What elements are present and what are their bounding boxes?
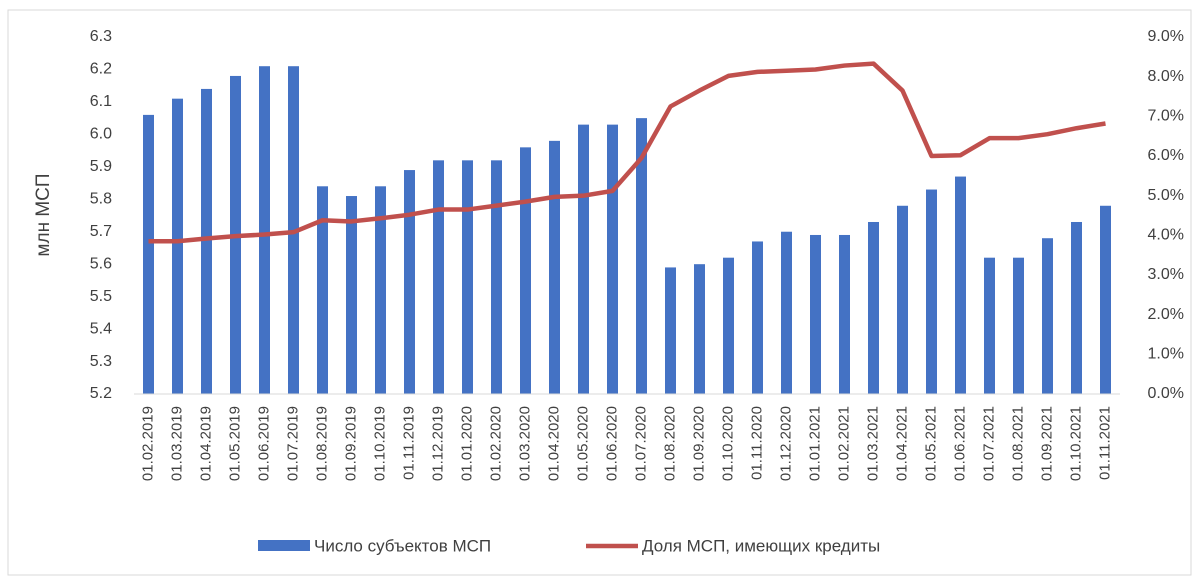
x-tick-label: 01.05.2019: [226, 406, 243, 481]
x-tick-label: 01.03.2021: [864, 406, 881, 481]
bar: [1042, 238, 1053, 394]
x-tick-label: 01.10.2019: [371, 406, 388, 481]
legend-label: Доля МСП, имеющих кредиты: [642, 536, 880, 555]
bar: [839, 234, 850, 394]
bar: [491, 160, 502, 394]
y-tick-label: 5.8: [90, 190, 112, 207]
x-tick-label: 01.11.2021: [1096, 406, 1113, 480]
bar: [433, 160, 444, 394]
x-tick-label: 01.05.2021: [922, 406, 939, 481]
x-tick-label: 01.04.2020: [545, 406, 562, 481]
bar: [1013, 257, 1024, 394]
y-tick-label: 5.3: [90, 353, 112, 370]
x-tick-label: 01.08.2020: [661, 406, 678, 481]
x-tick-label: 01.12.2020: [777, 406, 794, 481]
x-tick-label: 01.03.2020: [516, 406, 533, 481]
bar: [462, 160, 473, 394]
x-tick-label: 01.09.2019: [342, 406, 359, 481]
x-tick-label: 01.02.2019: [139, 406, 156, 481]
bar: [810, 234, 821, 394]
bar: [1071, 221, 1082, 394]
y-tick-label: 6.0: [90, 126, 112, 143]
x-tick-label: 01.12.2019: [429, 406, 446, 481]
y-tick-label: 5.7: [90, 223, 112, 240]
bar: [259, 66, 270, 394]
x-tick-label: 01.02.2020: [487, 406, 504, 481]
bar: [172, 98, 183, 394]
x-tick-label: 01.10.2020: [719, 406, 736, 481]
bar: [752, 241, 763, 394]
y2-tick-label: 0.0%: [1148, 385, 1184, 402]
x-tick-label: 01.01.2020: [458, 406, 475, 481]
bar: [578, 124, 589, 395]
y2-tick-label: 6.0%: [1148, 147, 1184, 164]
x-tick-label: 01.11.2020: [748, 406, 765, 480]
legend-label: Число субъектов МСП: [314, 536, 491, 555]
x-tick-label: 01.04.2021: [893, 406, 910, 481]
x-tick-label: 01.07.2021: [980, 406, 997, 481]
bar: [317, 186, 328, 394]
bar: [926, 189, 937, 394]
bar: [636, 118, 647, 395]
bar: [1100, 205, 1111, 394]
bar: [781, 231, 792, 394]
bar: [143, 114, 154, 395]
y2-tick-label: 8.0%: [1148, 68, 1184, 85]
x-tick-label: 01.04.2019: [197, 406, 214, 481]
x-tick-label: 01.11.2019: [400, 406, 417, 480]
y-tick-label: 6.3: [90, 28, 112, 45]
y2-tick-label: 2.0%: [1148, 306, 1184, 323]
y2-tick-label: 7.0%: [1148, 108, 1184, 125]
bar: [375, 186, 386, 394]
x-tick-label: 01.02.2021: [835, 406, 852, 481]
x-tick-label: 01.09.2021: [1038, 406, 1055, 481]
bar: [346, 196, 357, 394]
bar: [201, 88, 212, 394]
bar: [607, 124, 618, 395]
bar: [404, 170, 415, 394]
x-tick-label: 01.03.2019: [168, 406, 185, 481]
x-tick-label: 01.06.2020: [603, 406, 620, 481]
bar: [897, 205, 908, 394]
y2-tick-label: 4.0%: [1148, 227, 1184, 244]
x-tick-label: 01.09.2020: [690, 406, 707, 481]
bar: [665, 267, 676, 394]
bar: [984, 257, 995, 394]
bar: [955, 176, 966, 394]
bar: [723, 257, 734, 394]
y-axis-label: млн МСП: [33, 173, 54, 256]
y-tick-label: 6.2: [90, 61, 112, 78]
y2-tick-label: 9.0%: [1148, 28, 1184, 45]
x-tick-label: 01.07.2020: [632, 406, 649, 481]
y-tick-label: 5.9: [90, 158, 112, 175]
bar: [868, 221, 879, 394]
x-tick-label: 01.10.2021: [1067, 406, 1084, 481]
bar: [520, 147, 531, 394]
y-tick-label: 5.4: [90, 320, 112, 337]
y2-tick-label: 5.0%: [1148, 187, 1184, 204]
x-tick-label: 01.06.2019: [255, 406, 272, 481]
y2-tick-label: 1.0%: [1148, 346, 1184, 363]
y-tick-label: 5.5: [90, 288, 112, 305]
x-tick-label: 01.08.2021: [1009, 406, 1026, 481]
legend-swatch: [258, 540, 310, 551]
bar: [549, 140, 560, 394]
x-tick-label: 01.08.2019: [313, 406, 330, 481]
y-tick-label: 5.2: [90, 385, 112, 402]
bar: [694, 264, 705, 394]
y2-tick-label: 3.0%: [1148, 266, 1184, 283]
x-tick-label: 01.01.2021: [806, 406, 823, 481]
x-tick-label: 01.07.2019: [284, 406, 301, 481]
line: [148, 61, 1106, 244]
y-tick-label: 5.6: [90, 255, 112, 272]
y-tick-label: 6.1: [90, 93, 112, 110]
x-tick-label: 01.06.2021: [951, 406, 968, 481]
x-tick-label: 01.05.2020: [574, 406, 591, 481]
